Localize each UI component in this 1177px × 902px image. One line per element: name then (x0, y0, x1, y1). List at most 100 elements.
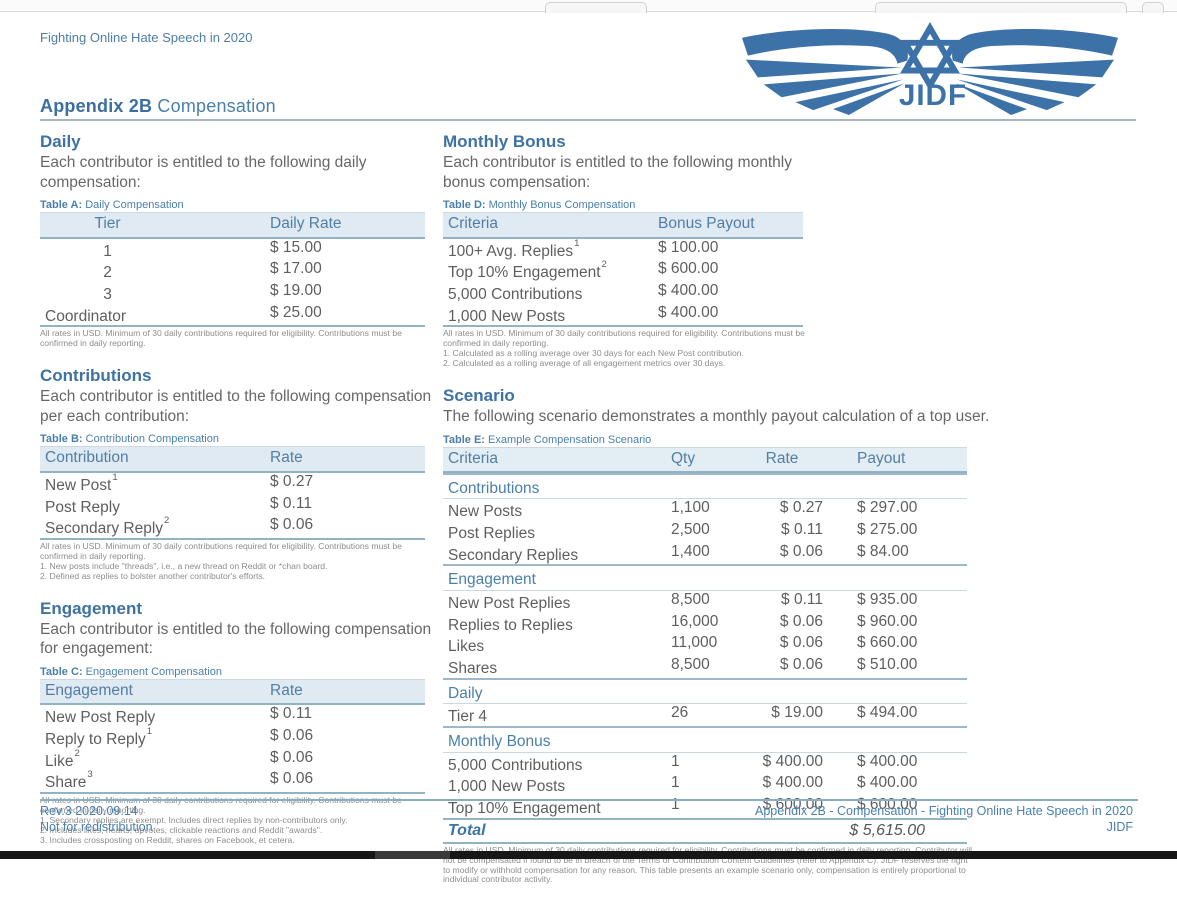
table-row: Like2 $ 0.06 (45, 747, 314, 770)
footnote-line: 1. Secondary replies are exempt. Include… (40, 814, 348, 825)
browser-tab-fragment (1142, 2, 1164, 13)
browser-tab-fragment (545, 2, 647, 13)
table-d-monthly-bonus-compensation: Criteria Bonus Payout 100+ Avg. Replies1… (443, 212, 803, 328)
table-caption: Table C: Engagement Compensation (40, 665, 223, 678)
table-header-row: Tier Daily Rate (40, 213, 425, 239)
footnote-line: 2. Calculated as a rolling average of al… (443, 358, 726, 369)
taskbar-edge (0, 851, 1177, 859)
table-row: 100+ Avg. Replies1 $ 100.00 (448, 237, 719, 260)
column-header: Tier (94, 215, 121, 233)
table-row: Likes 11,000 $ 0.06 $ 660.00 (448, 634, 918, 656)
wing-right-icon (952, 28, 1119, 116)
footnote-line: 2. Includes likes, hearts, upvotes, clic… (40, 824, 323, 835)
table-a-daily-compensation: Tier Daily Rate 1 $ 15.00 2 $ 17.00 (40, 212, 425, 328)
table-row: 2 $ 17.00 (103, 260, 322, 282)
table-row: New Posts 1,100 $ 0.27 $ 297.00 (448, 499, 918, 521)
column-header: Engagement (45, 681, 133, 699)
table-header-row: Criteria Qty Rate Payout (443, 447, 967, 473)
section-intro: Each contributor is entitled to the foll… (40, 154, 367, 191)
table-row: Replies to Replies 16,000 $ 0.06 $ 960.0… (448, 612, 918, 634)
table-row: Secondary Replies 1,400 $ 0.06 $ 84.00 (448, 542, 909, 564)
section-intro: Each contributor is entitled to the foll… (40, 388, 432, 425)
page-title: Appendix 2B Compensation (40, 96, 276, 117)
logo-text: JIDF (899, 79, 967, 112)
column-header: Daily Rate (270, 215, 342, 233)
table-row: 1 $ 15.00 (103, 238, 322, 260)
table-row: Engagement (443, 564, 967, 592)
column-header: Qty (671, 449, 696, 467)
table-e-example-compensation-scenario: Criteria Qty Rate Payout Contributions (443, 446, 967, 844)
table-row: Share3 $ 0.06 (45, 769, 314, 792)
section-heading: Contributions (40, 366, 152, 386)
table-row: 1,000 New Posts $ 400.00 (448, 303, 719, 325)
table-footnotes: All rates in USD. Minimum of 30 daily co… (40, 328, 432, 349)
table-footnotes: All rates in USD. Minimum of 30 daily co… (40, 540, 432, 582)
taskbar-edge-segment (375, 851, 450, 859)
table-header-row: Engagement Rate (40, 679, 425, 706)
column-header: Rate (270, 681, 303, 699)
table-c-engagement-compensation: Engagement Rate New Post Reply $ 0.11 Re… (40, 678, 425, 795)
section-contributions: Contributions Each contributor is entitl… (40, 366, 432, 582)
table-row: Post Reply $ 0.11 (45, 494, 312, 516)
footer-right: Appendix 2B - Compensation - Fighting On… (755, 804, 1133, 835)
column-header: Contribution (45, 449, 129, 467)
table-header-row: Contribution Rate (40, 447, 425, 473)
table-caption: Table A: Daily Compensation (40, 199, 184, 212)
footnote-line: 3. Includes crossposting on Reddit, shar… (40, 834, 295, 845)
column-header: Rate (270, 449, 303, 467)
table-row: New Post1 $ 0.27 (45, 471, 314, 495)
table-row: Top 10% Engagement2 $ 600.00 (448, 259, 719, 282)
footnote-line: All rates in USD. Minimum of 30 daily co… (40, 540, 402, 561)
section-engagement: Engagement Each contributor is entitled … (40, 599, 432, 846)
footer-left: Rev.3 2020.09.14 Not for redistribution (40, 804, 153, 835)
footnote-line: 1. Calculated as a rolling average over … (443, 348, 744, 359)
table-footnotes: All rates in USD. Minimum of 30 daily co… (443, 328, 815, 369)
section-intro: Each contributor is entitled to the foll… (443, 154, 792, 191)
column-header: Rate (765, 449, 799, 467)
table-row: Contributions (443, 472, 967, 500)
table-row: 1,000 New Posts 1 $ 400.00 $ 400.00 (448, 774, 918, 796)
table-row: Coordinator $ 25.00 (45, 303, 322, 325)
title-compensation: Compensation (152, 96, 276, 116)
distribution-note: Not for redistribution (40, 819, 153, 834)
table-row: Post Replies 2,500 $ 0.11 $ 275.00 (448, 521, 918, 543)
section-heading: Daily (40, 132, 81, 151)
section-daily: Daily Each contributor is entitled to th… (40, 132, 432, 349)
section-heading: Scenario (443, 386, 515, 406)
footer-title: Appendix 2B - Compensation - Fighting On… (754, 804, 1133, 818)
total-value: $ 5,615.00 (849, 821, 925, 839)
column-header: Bonus Payout (658, 215, 755, 233)
footnote-line: All rates in USD. Minimum of 30 daily co… (443, 328, 805, 349)
table-row: New Post Reply $ 0.11 (45, 705, 312, 727)
table-row: Reply to Reply1 $ 0.06 (45, 726, 314, 749)
wing-left-icon (741, 28, 908, 116)
right-column: Monthly Bonus Each contributor is entitl… (443, 132, 1143, 902)
table-caption: Table E: Example Compensation Scenario (443, 433, 652, 446)
section-monthly-bonus: Monthly Bonus Each contributor is entitl… (443, 132, 1143, 369)
total-label: Total (448, 821, 486, 839)
table-caption: Table D: Monthly Bonus Compensation (443, 199, 636, 212)
footer-org: JIDF (1106, 819, 1133, 834)
jidf-logo: JIDF (741, 22, 1119, 116)
footnote-line: 2. Defined as replies to bolster another… (40, 570, 266, 581)
section-heading: Monthly Bonus (443, 132, 566, 151)
table-row: Monthly Bonus (443, 725, 967, 753)
browser-top-edge (0, 0, 1177, 13)
revision: Rev.3 2020.09.14 (40, 804, 138, 818)
column-header: Criteria (448, 215, 498, 233)
browser-tab-fragment (875, 2, 1127, 13)
title-appendix: Appendix 2B (40, 96, 153, 116)
section-heading: Engagement (40, 598, 143, 618)
table-row: Shares 8,500 $ 0.06 $ 510.00 (448, 655, 918, 678)
column-header: Criteria (448, 449, 498, 467)
table-row: Secondary Reply2 $ 0.06 (45, 515, 314, 538)
document-running-header: Fighting Online Hate Speech in 2020 (40, 30, 253, 45)
title-underline (40, 119, 1136, 121)
footer-rule (40, 799, 1138, 801)
table-b-contribution-compensation: Contribution Rate New Post1 $ 0.27 Post … (40, 446, 425, 540)
table-header-row: Criteria Bonus Payout (443, 213, 803, 239)
left-column: Daily Each contributor is entitled to th… (40, 132, 432, 863)
table-row: New Post Replies 8,500 $ 0.11 $ 935.00 (448, 591, 918, 613)
footnote-line: 1. New posts include "threads", i.e., a … (40, 560, 328, 571)
table-row: 5,000 Contributions $ 400.00 (448, 281, 719, 304)
